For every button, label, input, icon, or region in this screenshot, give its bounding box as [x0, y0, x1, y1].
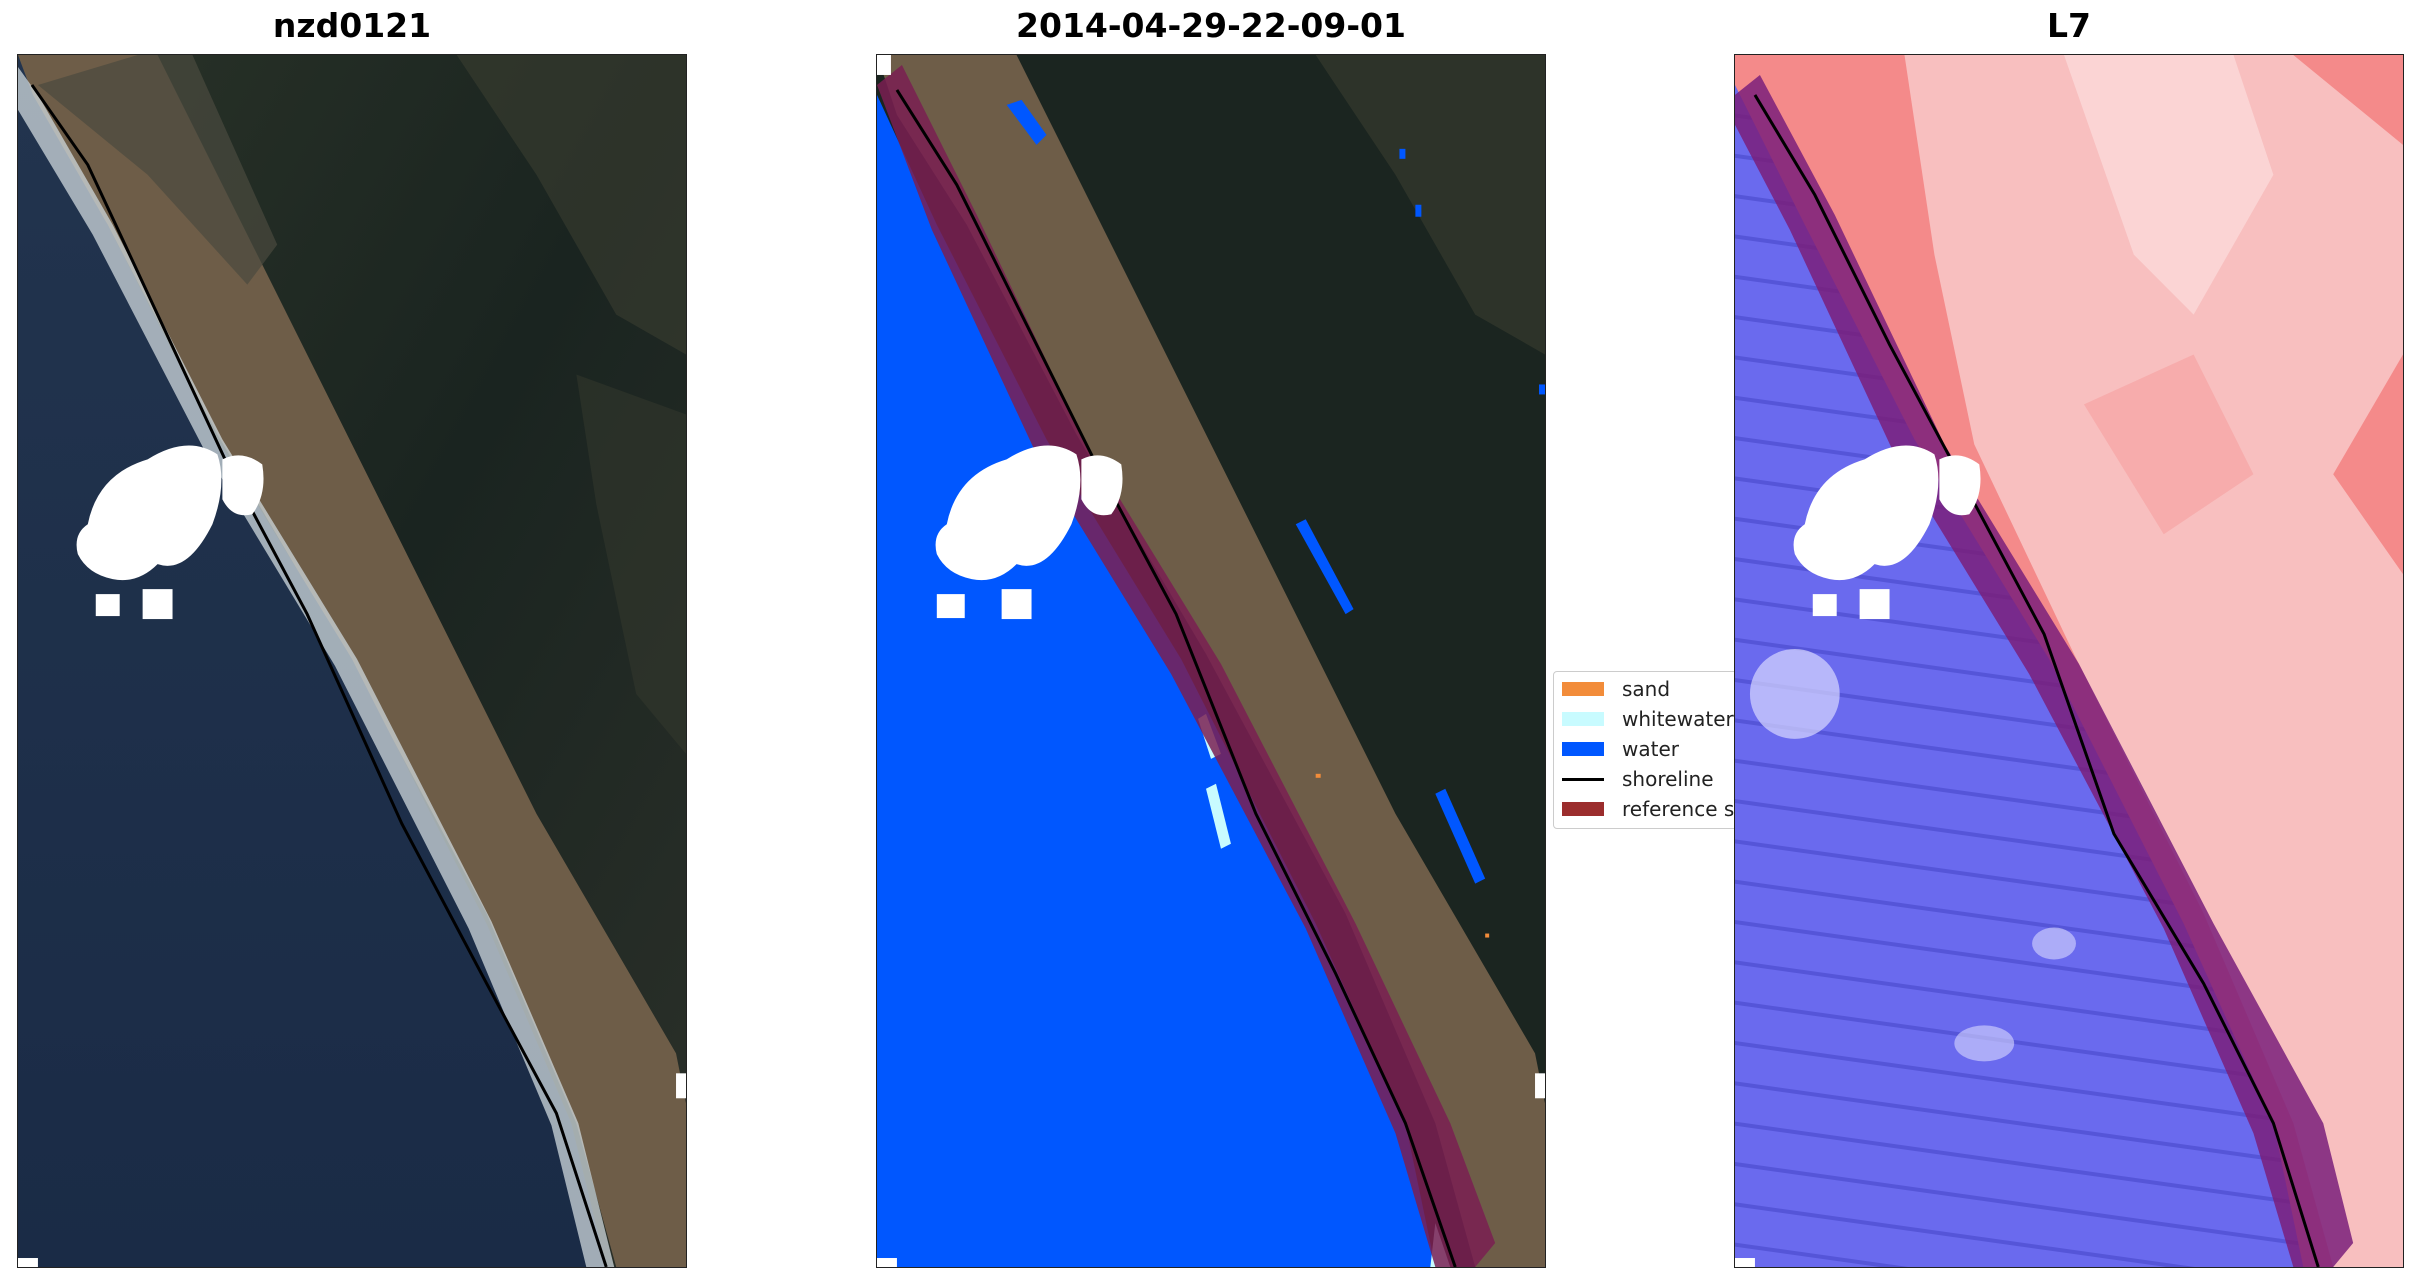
legend-item-whitewater: whitewater [1562, 706, 1734, 732]
rgb-image [18, 55, 686, 1267]
legend: sand whitewater water shoreline referenc… [1553, 671, 1743, 829]
panel-title-rgb: nzd0121 [272, 6, 432, 45]
water-index-area [1735, 55, 2304, 1267]
legend-label-water: water [1622, 737, 1679, 761]
panel-title-classified: 2014-04-29-22-09-01 [1016, 6, 1406, 45]
reference-shoreline-buffer [877, 64, 1496, 1267]
legend-label-sand: sand [1622, 677, 1671, 701]
legend-item-sand: sand [1562, 676, 1670, 702]
rgb-image-panel [17, 54, 687, 1268]
legend-label-shoreline: shoreline [1622, 767, 1714, 791]
water-class [877, 55, 1436, 1267]
index-image-panel [1734, 54, 2404, 1268]
legend-label-whitewater: whitewater [1622, 707, 1734, 731]
shoreline [1753, 94, 2320, 1267]
cloud-mask [76, 445, 222, 581]
legend-swatch-whitewater [1562, 712, 1604, 726]
cloud-mask [1793, 445, 1939, 581]
surf-zone [18, 66, 615, 1267]
legend-swatch-shoreline [1562, 777, 1604, 781]
cloud-mask [935, 445, 1081, 581]
legend-item-reference-shoreline: reference shoreline [1562, 796, 1742, 822]
legend-item-water: water [1562, 736, 1679, 762]
legend-swatch-water [1562, 742, 1604, 756]
index-image [1735, 55, 2403, 1267]
classified-image [877, 55, 1545, 1267]
reference-shoreline-buffer [1735, 74, 2354, 1267]
shoreline [30, 84, 608, 1267]
legend-label-reference-shoreline: reference shoreline [1622, 797, 1742, 821]
classified-image-panel [876, 54, 1546, 1268]
legend-swatch-reference-shoreline [1562, 802, 1604, 816]
panel-title-index: L7 [2047, 6, 2091, 45]
legend-swatch-sand [1562, 682, 1604, 696]
legend-item-shoreline: shoreline [1562, 766, 1714, 792]
shoreline [895, 89, 1457, 1267]
